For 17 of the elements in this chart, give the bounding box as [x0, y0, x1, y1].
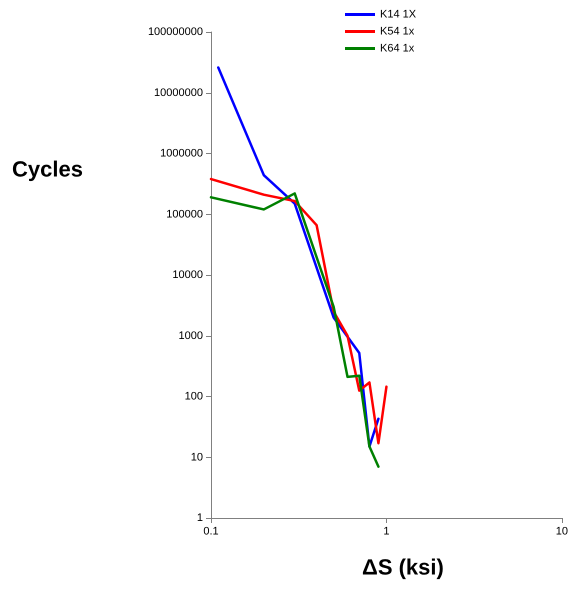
y-tick-label: 1: [196, 512, 203, 524]
x-tick-label: 0.1: [203, 526, 219, 538]
y-tick-label: 100000000: [148, 26, 203, 38]
x-axis-title: ΔS (ksi): [362, 554, 444, 580]
x-tick-label: 10: [556, 526, 568, 538]
y-tick-label: 1000000: [160, 148, 203, 160]
legend-label: K14 1X: [380, 8, 417, 20]
y-axis-title: Cycles: [12, 156, 83, 182]
y-tick-label: 100: [184, 390, 203, 402]
legend-label: K54 1x: [380, 26, 415, 38]
y-tick-label: 10000: [172, 269, 203, 281]
y-tick-label: 10: [190, 451, 203, 464]
x-tick-label: 1: [383, 526, 390, 538]
y-tick-label: 1000: [178, 330, 203, 342]
y-tick-label: 100000: [166, 208, 203, 220]
legend-label: K64 1x: [380, 42, 415, 54]
y-tick-label: 10000000: [154, 86, 203, 99]
